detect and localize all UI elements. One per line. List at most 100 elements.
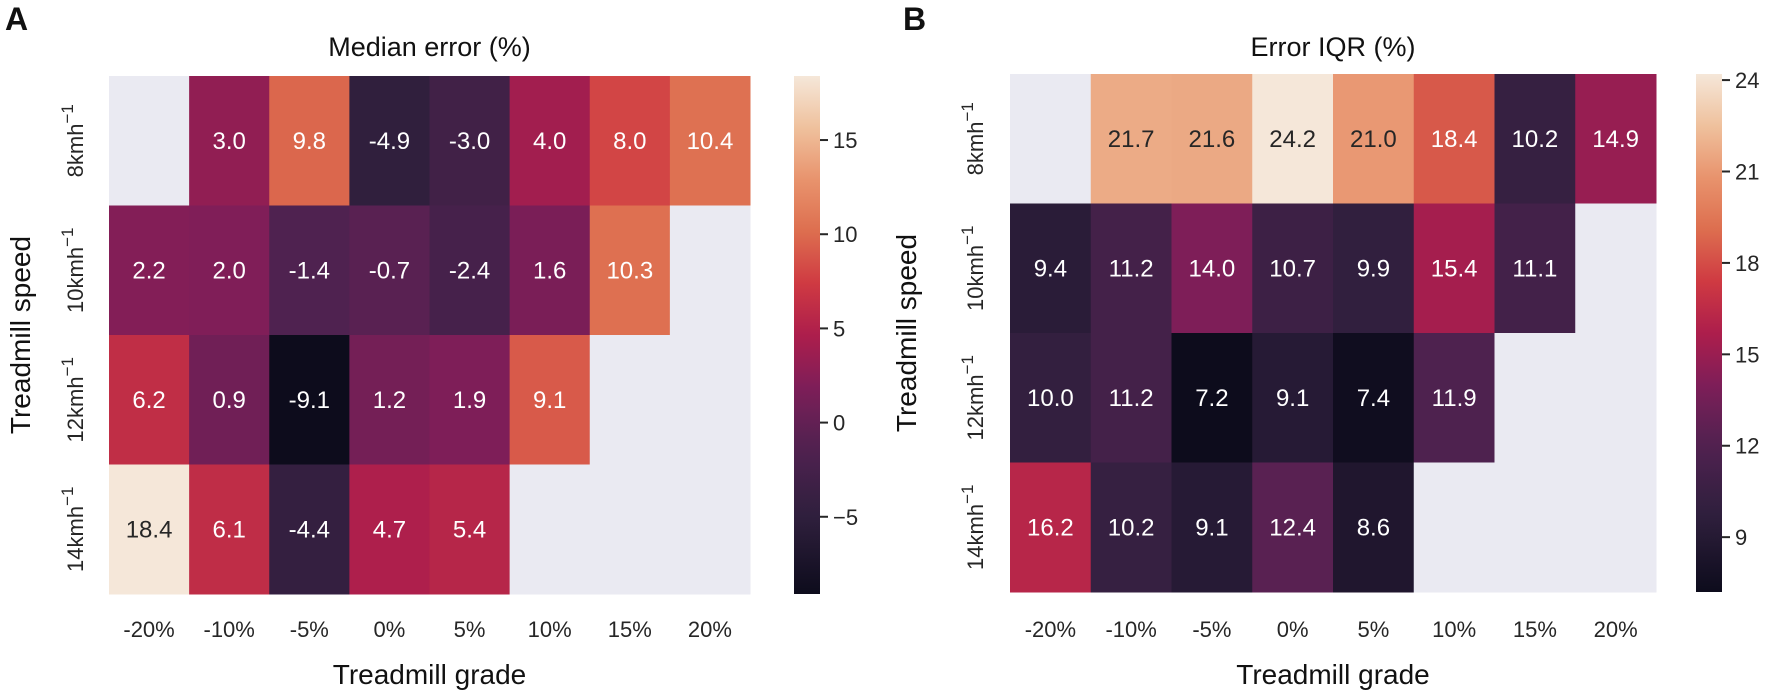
x-axis-label: Treadmill grade (333, 659, 526, 690)
cell-value-label: 6.2 (132, 387, 165, 414)
y-tick-label: 14kmh−1 (958, 485, 988, 570)
colorbar-tick-label: −5 (833, 505, 858, 530)
cell-value-label: -9.1 (289, 387, 330, 414)
heatmap-cell (1010, 462, 1092, 593)
cell-value-label: 1.9 (453, 387, 486, 414)
cell-value-label: -4.9 (369, 128, 410, 155)
y-tick-label: 8kmh−1 (958, 102, 988, 175)
cell-value-label: 21.7 (1108, 126, 1155, 153)
cell-value-label: 2.0 (213, 257, 246, 284)
y-tick-label: 8kmh−1 (58, 104, 88, 177)
colorbar-tick-label: 5 (833, 316, 845, 341)
heatmap-cell-empty (1575, 333, 1657, 463)
cell-value-label: 9.8 (293, 128, 326, 155)
cell-value-label: 4.7 (373, 516, 406, 543)
colorbar-tick-label: 15 (1735, 342, 1759, 367)
heatmap-cell (269, 76, 350, 206)
panel-label-b: B (903, 1, 926, 37)
y-tick-exponent: −1 (958, 226, 977, 245)
heatmap-cell-empty (669, 335, 751, 465)
x-tick-label: -10% (204, 617, 255, 642)
cell-value-label: 11.2 (1109, 385, 1154, 412)
heatmap-cell (189, 335, 270, 465)
y-tick-unit: 12kmh (963, 374, 988, 440)
cell-value-label: -2.4 (449, 257, 490, 284)
heatmap-cell (109, 464, 190, 595)
heatmap-cell (1575, 74, 1657, 204)
cell-value-label: 16.2 (1027, 514, 1074, 541)
cell-value-label: 3.0 (213, 128, 246, 155)
cell-value-label: 10.2 (1108, 514, 1155, 541)
cell-value-label: 15.4 (1431, 255, 1478, 282)
colorbar-tick-label: 9 (1735, 525, 1747, 550)
heatmap-cell (1171, 333, 1253, 463)
heatmap-cell (349, 76, 430, 206)
cell-value-label: 9.9 (1357, 255, 1390, 282)
heatmap-cell-empty (1494, 462, 1576, 593)
heatmap-cell (1413, 203, 1495, 334)
colorbar-tick-label: 12 (1735, 434, 1759, 459)
colorbar-tick-label: 15 (833, 128, 857, 153)
x-tick-label: 0% (374, 617, 406, 642)
cell-value-label: 14.0 (1189, 255, 1236, 282)
heatmap-cell (349, 464, 430, 595)
y-tick-unit: 14kmh (63, 506, 88, 572)
heatmap-cell (589, 205, 671, 336)
heatmap-cell (1252, 203, 1334, 334)
cell-value-label: 9.4 (1034, 255, 1067, 282)
y-tick-unit: 10kmh (963, 245, 988, 311)
colorbar (794, 76, 820, 594)
heatmap-cell (669, 76, 751, 206)
cell-value-label: 9.1 (1276, 385, 1309, 412)
heatmap-cell-empty (589, 335, 671, 465)
cell-value-label: 6.1 (213, 516, 246, 543)
heatmap-cell (429, 335, 511, 465)
heatmap-cell (1090, 462, 1172, 593)
y-tick-unit: 8kmh (63, 124, 88, 178)
error-iqr-heatmap: Error IQR (%) 21.7 21.6 24.2 21.0 18.4 10.2 14.… (891, 32, 1759, 690)
x-tick-label: 5% (1357, 617, 1389, 642)
cell-value-label: 7.4 (1357, 385, 1390, 412)
x-tick-label: 0% (1277, 617, 1309, 642)
heatmap-cell (109, 335, 190, 465)
heatmap-cell (1333, 462, 1415, 593)
heatmap-cell (1010, 203, 1092, 334)
heatmap-cell (269, 335, 350, 465)
heatmap-cell (509, 205, 591, 336)
heatmap-cell (189, 76, 270, 206)
cell-value-label: 4.0 (533, 128, 566, 155)
cell-value-label: 10.2 (1512, 126, 1559, 153)
heatmap-cell (1494, 203, 1576, 334)
y-axis-label: Treadmill speed (891, 234, 922, 432)
heatmap-cell (1252, 74, 1334, 204)
heatmap-cell (1252, 462, 1334, 593)
cell-value-label: -1.4 (289, 257, 330, 284)
heatmap-cell (269, 205, 350, 336)
cell-value-label: -0.7 (369, 257, 410, 284)
heatmap-cell-empty (1010, 74, 1092, 204)
cell-value-label: 0.9 (213, 387, 246, 414)
x-tick-label: -20% (123, 617, 174, 642)
heatmap-cell (1333, 74, 1415, 204)
cell-value-label: 8.6 (1357, 514, 1390, 541)
cell-value-label: 1.2 (373, 387, 406, 414)
x-axis-label: Treadmill grade (1236, 659, 1429, 690)
cell-value-label: 10.4 (687, 128, 734, 155)
x-tick-label: -5% (290, 617, 329, 642)
x-tick-label: 20% (1594, 617, 1638, 642)
heatmap-cell-empty (1413, 462, 1495, 593)
cell-value-label: 12.4 (1269, 514, 1316, 541)
cell-value-label: -4.4 (289, 516, 330, 543)
heatmap-cell (109, 205, 190, 336)
panel-label-a: A (5, 1, 28, 37)
y-tick-exponent: −1 (58, 228, 77, 247)
heatmap-cell (589, 76, 671, 206)
heatmap-cell (429, 205, 511, 336)
cell-value-label: 7.2 (1195, 385, 1228, 412)
median-error-heatmap: Median error (%) 3.0 9.8 -4.9 -3.0 4.0 8.0 10.4… (5, 32, 858, 690)
y-tick-exponent: −1 (58, 487, 77, 506)
y-tick-exponent: −1 (58, 104, 77, 123)
heatmap-cell (1010, 333, 1092, 463)
y-tick-exponent: −1 (58, 357, 77, 376)
